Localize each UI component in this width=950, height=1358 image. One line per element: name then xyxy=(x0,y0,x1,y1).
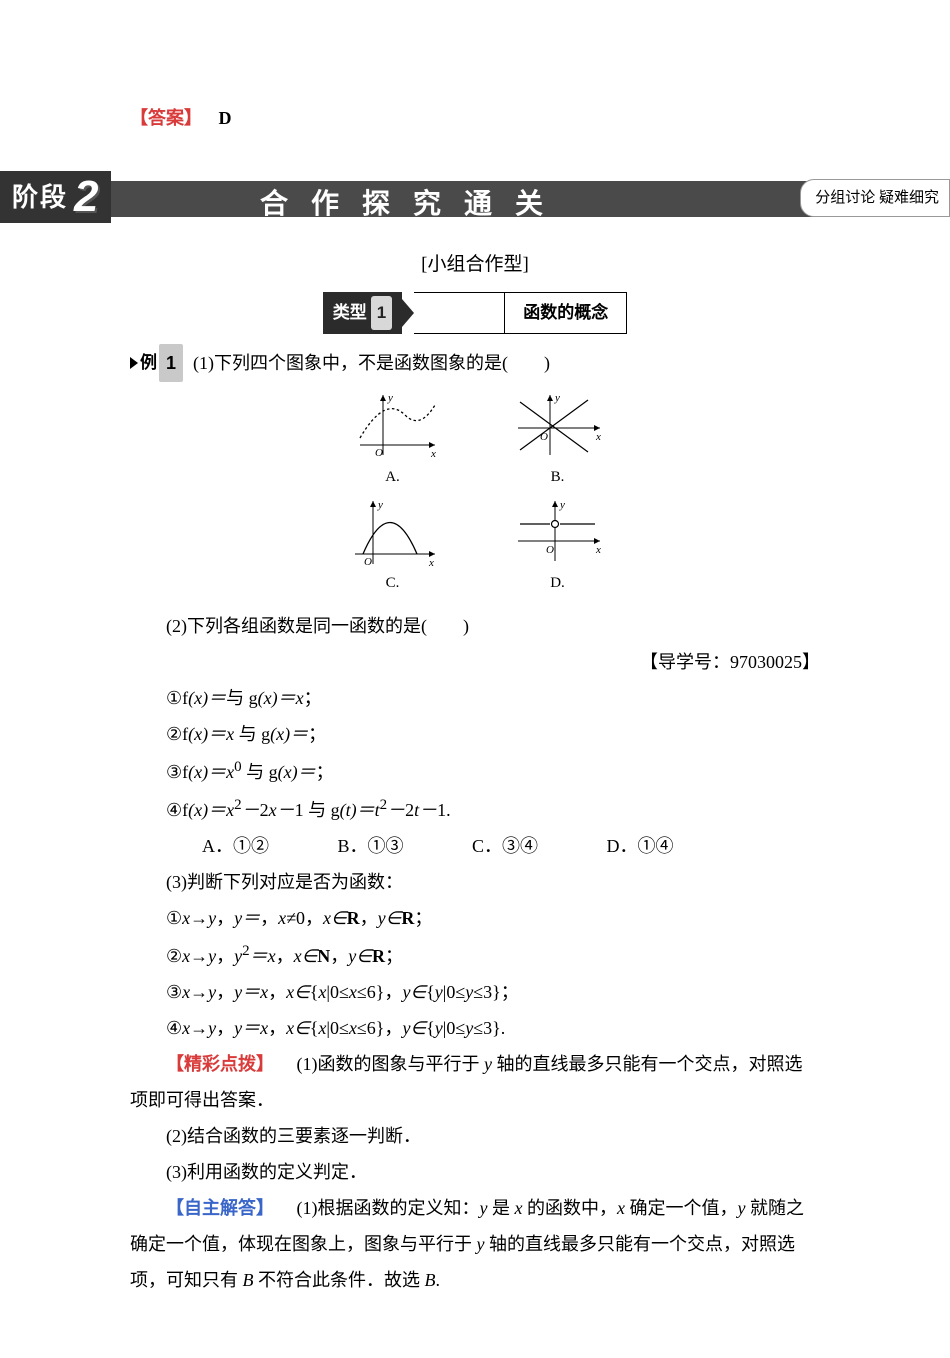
option-B: B．①③ xyxy=(302,828,404,864)
figure-B: O x y B. xyxy=(510,390,605,492)
option-D: D．①④ xyxy=(571,828,674,864)
q2-item-1: ①f(x)＝与 g(x)＝x； xyxy=(130,680,820,716)
example-label: 例 xyxy=(140,346,157,380)
group-type: [小组合作型] xyxy=(130,246,820,284)
origin-label: O xyxy=(375,447,383,459)
figure-A-label: A. xyxy=(345,462,440,492)
y-label: y xyxy=(387,392,393,404)
stage-badge: 阶段 2 xyxy=(0,171,111,223)
q3-item-1: ①x→y，y＝，x≠0，x∈R，y∈R； xyxy=(130,900,820,936)
type-arrow-icon xyxy=(402,299,414,327)
x-label: x xyxy=(595,544,601,556)
stage-label: 阶段 xyxy=(0,171,74,223)
self-answer-label: 【自主解答】 xyxy=(166,1198,274,1218)
figure-D-label: D. xyxy=(510,568,605,598)
type-title: 函数的概念 xyxy=(504,292,627,334)
figure-row-2: O x y C. O x y D xyxy=(130,496,820,598)
origin-label: O xyxy=(364,556,372,566)
stage-number: 2 xyxy=(74,153,102,241)
q3-item-3: ③x→y，y＝x，x∈{x|0≤x≤6}，y∈{y|0≤y≤3}； xyxy=(130,974,820,1010)
hint-text-2: (2)结合函数的三要素逐一判断． xyxy=(130,1118,820,1154)
self-answer-block: 【自主解答】 (1)根据函数的定义知：y 是 x 的函数中，x 确定一个值，y … xyxy=(130,1190,820,1298)
figure-D: O x y D. xyxy=(510,496,605,598)
graph-D-icon: O x y xyxy=(510,496,605,566)
question-1: (1)下列四个图象中，不是函数图象的是( ) xyxy=(193,345,550,381)
triangle-icon xyxy=(130,357,138,369)
option-C: C．③④ xyxy=(436,828,538,864)
q2-item-2: ②f(x)＝x 与 g(x)＝； xyxy=(130,716,820,752)
figures: O x y A. O x y B. xyxy=(130,390,820,598)
y-label: y xyxy=(377,499,383,511)
question-3: (3)判断下列对应是否为函数： xyxy=(130,864,820,900)
x-label: x xyxy=(595,431,601,443)
q2-options: A．①② B．①③ C．③④ D．①④ xyxy=(130,828,820,864)
answer-value: D xyxy=(219,108,232,128)
origin-label: O xyxy=(546,544,554,556)
answer-label: 【答案】 xyxy=(130,108,202,128)
q2-item-4: ④f(x)＝x2－2x－1 与 g(t)＝t2－2t－1. xyxy=(130,790,820,828)
graph-C-icon: O x y xyxy=(345,496,440,566)
type-label: 类型 1 xyxy=(323,292,402,334)
question-2: (2)下列各组函数是同一函数的是( ) xyxy=(130,608,820,644)
stage-header: 阶段 2 合 作 探 究 通 关 分组讨论 疑难细究 xyxy=(130,171,820,221)
x-label: x xyxy=(428,557,434,566)
graph-A-icon: O x y xyxy=(345,390,440,460)
type-number: 1 xyxy=(371,296,392,330)
figure-C: O x y C. xyxy=(345,496,440,598)
figure-A: O x y A. xyxy=(345,390,440,492)
answer-line: 【答案】 D xyxy=(130,100,820,136)
hint-block-1: 【精彩点拨】 (1)函数的图象与平行于 y 轴的直线最多只能有一个交点，对照选项… xyxy=(130,1046,820,1118)
figure-C-label: C. xyxy=(345,568,440,598)
hint-label: 【精彩点拨】 xyxy=(166,1054,274,1074)
type-label-text: 类型 xyxy=(333,296,367,330)
example-header: 例 1 (1)下列四个图象中，不是函数图象的是( ) xyxy=(130,344,820,382)
origin-label: O xyxy=(540,431,548,443)
guide-number: 【导学号：97030025】 xyxy=(130,644,820,680)
type-row: 类型 1 函数的概念 xyxy=(130,292,820,334)
content: (2)下列各组函数是同一函数的是( ) 【导学号：97030025】 ①f(x)… xyxy=(130,608,820,1298)
option-A: A．①② xyxy=(166,828,269,864)
figure-B-label: B. xyxy=(510,462,605,492)
q2-item-3: ③f(x)＝x0 与 g(x)＝； xyxy=(130,752,820,790)
stage-subtitle: 分组讨论 疑难细究 xyxy=(800,179,950,217)
type-separator xyxy=(414,292,504,334)
graph-B-icon: O x y xyxy=(510,390,605,460)
stage-title: 合 作 探 究 通 关 xyxy=(260,177,551,233)
figure-row-1: O x y A. O x y B. xyxy=(130,390,820,492)
example-number: 1 xyxy=(159,344,183,382)
hint-text-3: (3)利用函数的定义判定． xyxy=(130,1154,820,1190)
q3-item-2: ②x→y，y2＝x，x∈N，y∈R； xyxy=(130,936,820,974)
y-label: y xyxy=(554,392,560,404)
y-label: y xyxy=(559,499,565,511)
x-label: x xyxy=(430,448,436,460)
q3-item-4: ④x→y，y＝x，x∈{x|0≤x≤6}，y∈{y|0≤y≤3}. xyxy=(130,1010,820,1046)
